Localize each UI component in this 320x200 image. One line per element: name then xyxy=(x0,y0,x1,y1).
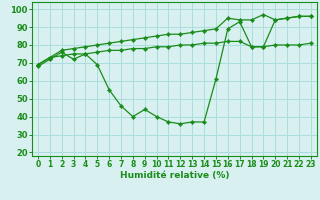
X-axis label: Humidité relative (%): Humidité relative (%) xyxy=(120,171,229,180)
